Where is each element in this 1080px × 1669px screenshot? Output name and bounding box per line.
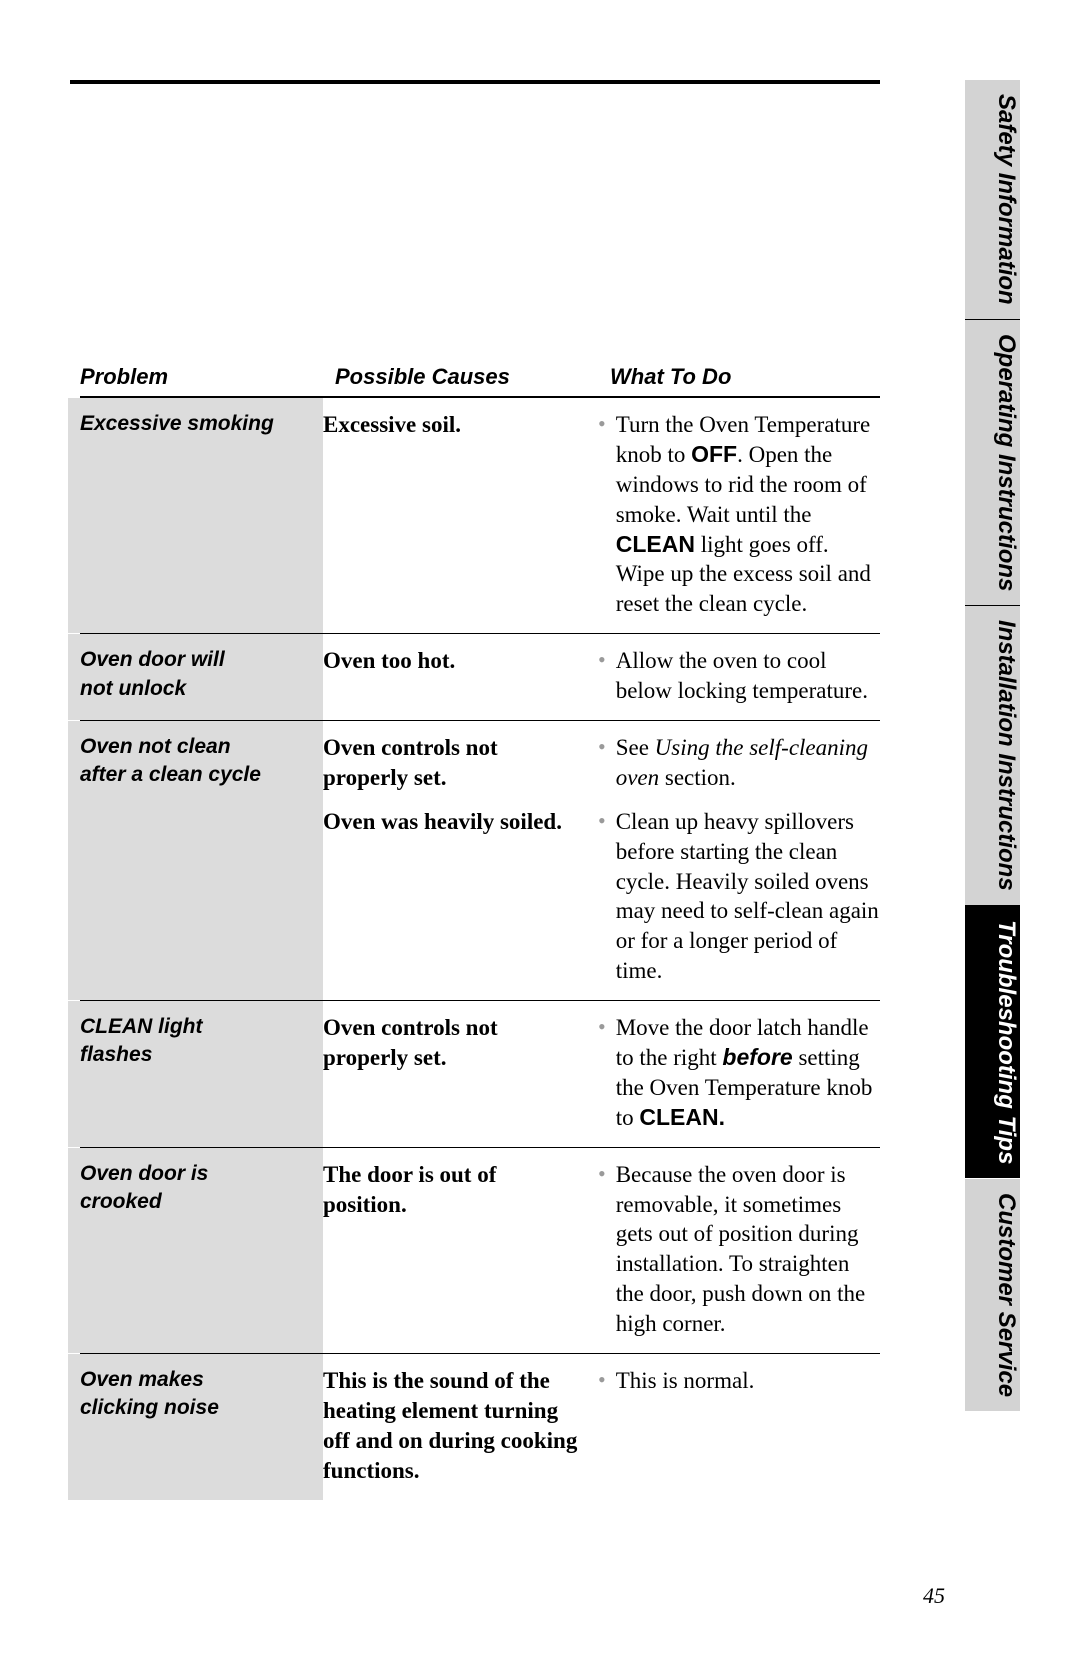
header-possible-causes: Possible Causes [335, 364, 610, 390]
table-row: Oven door iscrooked The door is out of p… [80, 1148, 880, 1354]
page-number: 45 [923, 1583, 945, 1609]
cause-text: Oven was heavily soiled. [323, 807, 580, 837]
cause-cell: Excessive soil. [323, 410, 598, 619]
table-header-row: Problem Possible Causes What To Do [80, 364, 880, 398]
troubleshooting-table: Problem Possible Causes What To Do Exces… [80, 364, 880, 1500]
cause-cell: The door is out of position. [323, 1160, 598, 1339]
todo-text: Allow the oven to cool below locking tem… [616, 646, 880, 706]
todo-text: Because the oven door is removable, it s… [616, 1160, 880, 1339]
todo-cell: • Allow the oven to cool below locking t… [598, 646, 880, 706]
table-row: Oven door willnot unlock Oven too hot. •… [80, 634, 880, 721]
cause-text: This is the sound of the heating element… [323, 1366, 580, 1486]
table-row: CLEAN lightflashes Oven controls not pro… [80, 1001, 880, 1148]
page: Safety Information Operating Instruction… [0, 0, 1080, 1669]
bullet-icon: • [598, 733, 616, 793]
todo-cell: • Turn the Oven Temperature knob to OFF.… [598, 410, 880, 619]
todo-text: This is normal. [616, 1366, 880, 1396]
tab-customer-service[interactable]: Customer Service [965, 1179, 1020, 1411]
todo-text: See Using the self-cleaning oven section… [616, 733, 880, 793]
todo-text: Move the door latch handle to the right … [616, 1013, 880, 1133]
header-what-to-do: What To Do [610, 364, 880, 390]
table-row: Oven not cleanafter a clean cycle Oven c… [80, 721, 880, 1001]
problem-cell: Oven door iscrooked [68, 1148, 323, 1353]
tab-troubleshooting-tips[interactable]: Troubleshooting Tips [965, 906, 1020, 1179]
table-row: Excessive smoking Excessive soil. • Turn… [80, 398, 880, 634]
tab-installation-instructions[interactable]: Installation Instructions [965, 606, 1020, 906]
problem-cell: Oven door willnot unlock [68, 634, 323, 720]
cause-cell: This is the sound of the heating element… [323, 1366, 598, 1486]
todo-text: Clean up heavy spillovers before startin… [616, 807, 880, 986]
bullet-icon: • [598, 1366, 616, 1396]
problem-cell: Oven not cleanafter a clean cycle [68, 721, 323, 1000]
cause-text: Oven controls not properly set. [323, 733, 580, 793]
cause-text: Excessive soil. [323, 410, 580, 440]
bullet-icon: • [598, 646, 616, 706]
table-row: Oven makesclicking noise This is the sou… [80, 1354, 880, 1500]
todo-text: Turn the Oven Temperature knob to OFF. O… [616, 410, 880, 619]
problem-cell: CLEAN lightflashes [68, 1001, 323, 1147]
top-rule [70, 80, 880, 84]
bullet-icon: • [598, 1160, 616, 1339]
tab-safety-information[interactable]: Safety Information [965, 80, 1020, 320]
tab-operating-instructions[interactable]: Operating Instructions [965, 320, 1020, 606]
header-problem: Problem [80, 364, 335, 390]
bullet-icon: • [598, 807, 616, 986]
content-area: Problem Possible Causes What To Do Exces… [80, 80, 880, 1500]
cause-text: Oven too hot. [323, 646, 580, 676]
bullet-icon: • [598, 410, 616, 619]
problem-cell: Oven makesclicking noise [68, 1354, 323, 1500]
todo-cell: • Because the oven door is removable, it… [598, 1160, 880, 1339]
cause-cell: Oven too hot. [323, 646, 598, 706]
cause-text: The door is out of position. [323, 1160, 580, 1220]
problem-cell: Excessive smoking [68, 398, 323, 633]
side-tabs: Safety Information Operating Instruction… [965, 80, 1020, 1411]
bullet-icon: • [598, 1013, 616, 1133]
cause-text: Oven controls not properly set. [323, 1013, 580, 1073]
todo-cell: • Move the door latch handle to the righ… [598, 1013, 880, 1133]
cause-cell: Oven controls not properly set. [323, 1013, 598, 1133]
todo-cell: • This is normal. [598, 1366, 880, 1486]
cause-cell: Oven controls not properly set. Oven was… [323, 733, 598, 986]
todo-cell: • See Using the self-cleaning oven secti… [598, 733, 880, 986]
